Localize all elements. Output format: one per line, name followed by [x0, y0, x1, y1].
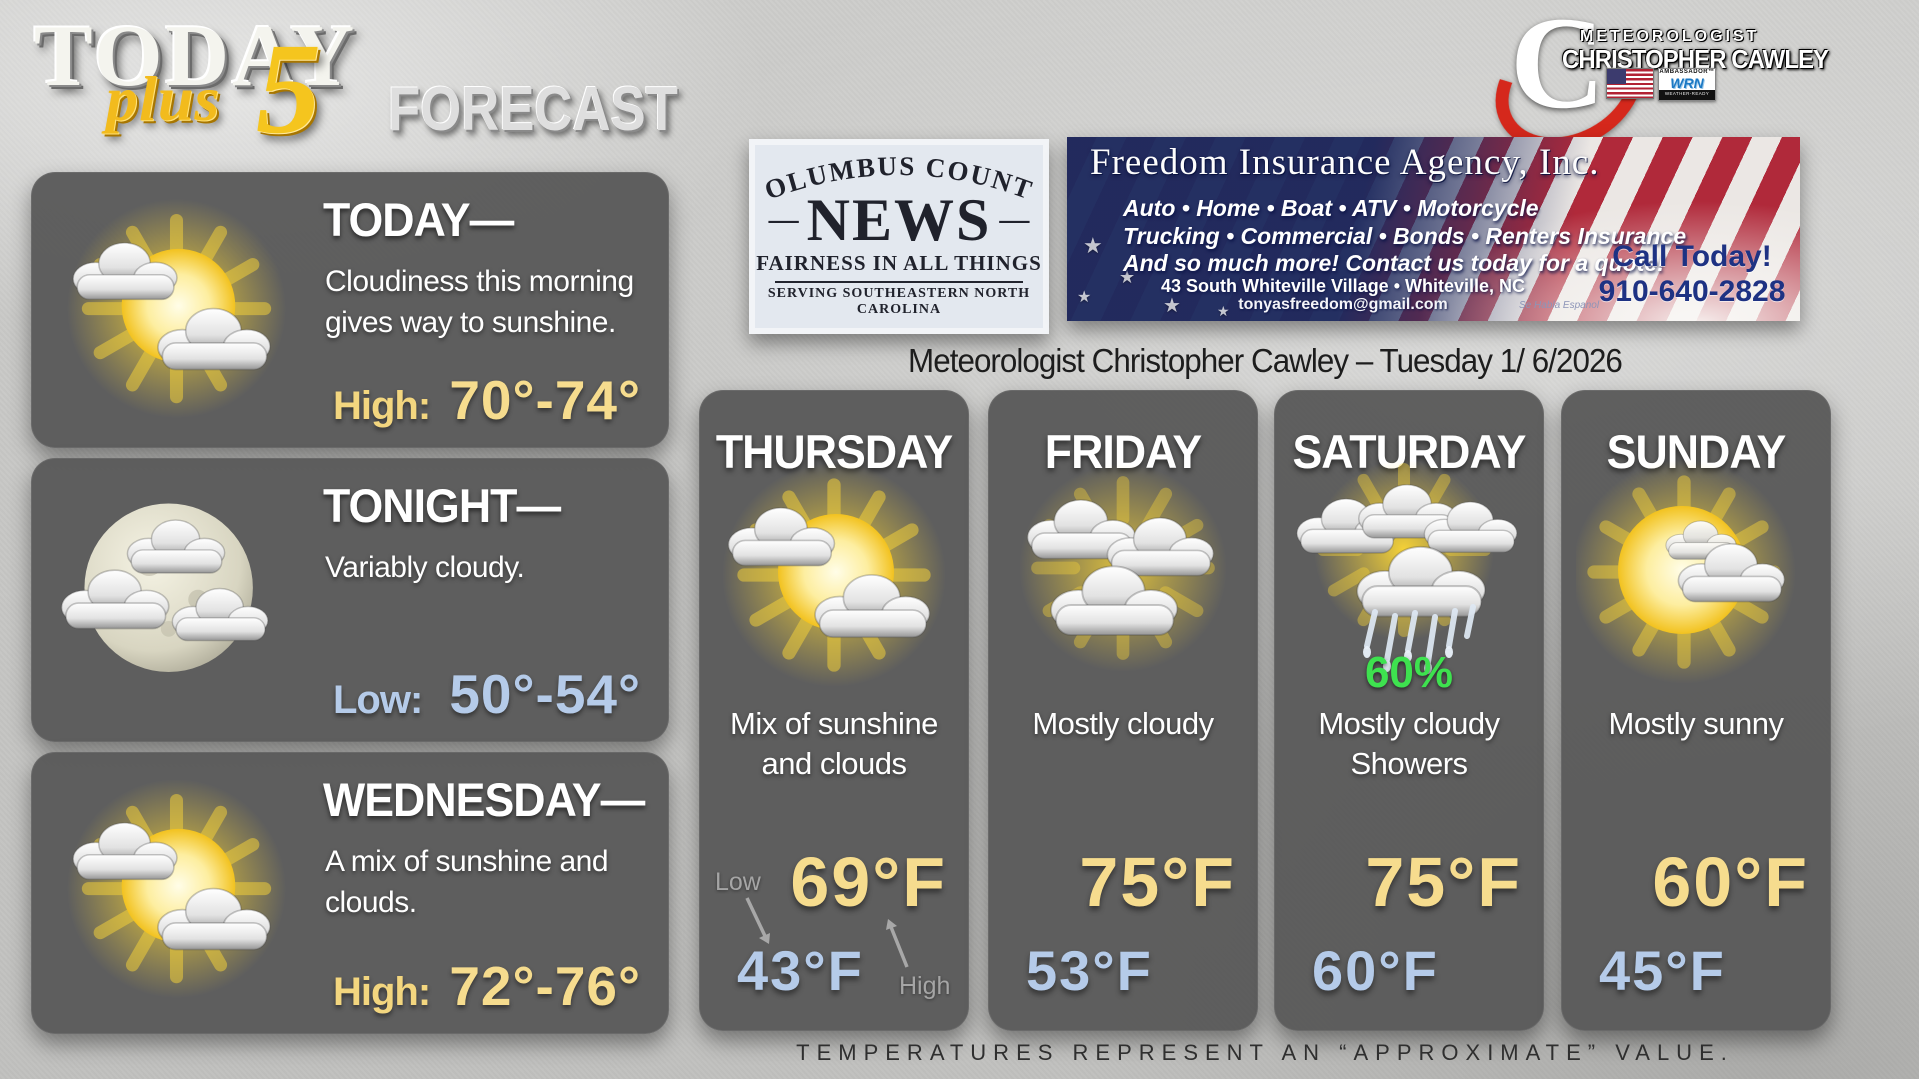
high-temp: 60°F — [1652, 843, 1809, 921]
insurance-line2: Trucking • Commercial • Bonds • Renters … — [1123, 223, 1687, 249]
insurance-email: tonyasfreedom@gmail.com — [1238, 296, 1448, 313]
high-range: 72°-76° — [449, 955, 641, 1017]
wrn-top-label: AMBASSADOR™ — [1659, 69, 1715, 75]
logo-word-today: TODAY — [34, 8, 358, 105]
saturday-column: SATURDAY 60% Mostly cloudy Showers 75°F … — [1274, 390, 1544, 1031]
panel-title: TODAY— — [323, 193, 514, 246]
byline: Meteorologist Christopher Cawley – Tuesd… — [908, 342, 1623, 379]
call-cta: Call Today! — [1612, 240, 1772, 273]
insurance-title: Freedom Insurance Agency, Inc. — [1090, 142, 1600, 183]
columbus-county-news-ad: COLUMBUS COUNTY — NEWS — FAIRNESS IN ALL… — [749, 139, 1049, 334]
clouds-with-sun-glow-icon — [1003, 460, 1243, 700]
news-arch-text: COLUMBUS COUNTY — [761, 147, 1035, 205]
low-annotation-label: Low — [715, 868, 761, 896]
low-label: Low: — [333, 678, 423, 722]
day-condition: Mostly cloudy — [1032, 706, 1214, 741]
day-condition: Mostly sunny — [1608, 706, 1784, 741]
logo-word-plus: plus — [106, 63, 221, 134]
se-habla-espanol: Se Habla Espanol — [1519, 300, 1600, 311]
sun-behind-clouds-icon — [714, 460, 954, 700]
wrn-main-label: WRN — [1670, 75, 1704, 91]
low-temp: 43°F — [737, 939, 864, 1002]
high-temp: 75°F — [1079, 843, 1236, 921]
news-tagline: FAIRNESS IN ALL THINGS — [756, 251, 1042, 275]
low-temp: 53°F — [1026, 939, 1153, 1002]
logo-word-forecast: FORECAST — [388, 75, 678, 144]
panel-description: Variably cloudy. — [325, 551, 525, 584]
news-title-row: — NEWS — — [755, 187, 1043, 253]
high-range: 70°-74° — [449, 369, 641, 431]
temp-row: High: 72°-76° — [333, 954, 641, 1018]
logo-word-five: 5 — [256, 17, 321, 161]
wednesday-panel: WEDNESDAY— A mix of sunshine and clouds.… — [31, 752, 669, 1034]
sunday-column: SUNDAY Mostly sunny 60°F 45°F — [1561, 390, 1831, 1031]
tonight-panel: TONIGHT— Variably cloudy. Low: 50°-54° — [31, 458, 669, 742]
thursday-column: THURSDAY Mix of sunshine and clouds 69°F… — [699, 390, 969, 1031]
meteorologist-badge: C METEOROLOGIST CHRISTOPHER CAWLEY AMBAS… — [1473, 0, 1919, 176]
right-dash: — — [999, 203, 1030, 236]
wrn-ambassador-badge: AMBASSADOR™ WRN WEATHER-READY NATION — [1658, 68, 1716, 101]
phone-number: 910-640-2828 — [1598, 275, 1786, 308]
high-label: High: — [333, 384, 431, 428]
high-label: High: — [333, 970, 431, 1014]
star-icon: ★ — [1083, 233, 1103, 258]
panel-description: A mix of sunshine and clouds. — [325, 845, 609, 919]
insurance-address: 43 South Whiteville Village • Whiteville… — [1160, 276, 1526, 296]
low-temp: 60°F — [1312, 939, 1439, 1002]
precip-chance: 60% — [1364, 648, 1454, 697]
sun-with-small-cloud-icon — [1576, 460, 1816, 700]
us-flag-icon — [1606, 68, 1654, 99]
meteorologist-title: METEOROLOGIST — [1580, 28, 1760, 45]
low-temp: 45°F — [1599, 939, 1726, 1002]
insurance-line3: And so much more! Contact us today for a… — [1123, 250, 1665, 276]
call-today-block: Call Today! 910-640-2828 — [1567, 239, 1800, 309]
panel-title: WEDNESDAY— — [323, 773, 645, 826]
day-condition: Mix of sunshine and clouds — [730, 706, 938, 782]
day-condition: Mostly cloudy Showers — [1282, 704, 1536, 785]
high-annotation-label: High — [899, 972, 951, 1000]
star-icon: ★ — [1077, 289, 1092, 306]
star-icon: ★ — [1163, 295, 1181, 317]
star-icon: ★ — [1119, 267, 1136, 287]
high-temp: 75°F — [1365, 843, 1522, 921]
sun-behind-clouds-icon — [59, 196, 294, 431]
high-temp: 69°F — [790, 843, 947, 921]
divider — [775, 281, 1023, 283]
low-range: 50°-54° — [449, 663, 641, 725]
condition-line1: Mostly cloudy — [1318, 706, 1500, 741]
friday-column: FRIDAY Mostly cloudy 75°F 53°F — [988, 390, 1258, 1031]
insurance-line1: Auto • Home • Boat • ATV • Motorcycle — [1123, 195, 1539, 221]
freedom-insurance-ad: ★ ★ ★ ★ ★ Freedom Insurance Agency, Inc.… — [1067, 137, 1800, 321]
news-title: NEWS — [806, 187, 992, 253]
monogram-c-icon: C — [1510, 0, 1606, 136]
low-arrow-icon — [745, 897, 770, 944]
panel-description: Cloudiness this morning gives way to sun… — [325, 265, 634, 339]
disclaimer: TEMPERATURES REPRESENT AN “APPROXIMATE” … — [796, 1040, 1734, 1065]
star-icon: ★ — [1217, 303, 1230, 319]
left-dash: — — [768, 203, 799, 236]
high-arrow-icon — [886, 919, 909, 968]
condition-line2: Showers — [1350, 746, 1468, 782]
wrn-bottom-label: WEATHER-READY NATION — [1659, 90, 1715, 100]
today-panel: TODAY— Cloudiness this morning gives way… — [31, 172, 669, 448]
panel-title: TONIGHT— — [323, 479, 561, 532]
temp-row: High: 70°-74° — [333, 368, 641, 432]
sun-behind-clouds-icon — [59, 776, 294, 1011]
news-footer: SERVING SOUTHEASTERN NORTH CAROLINA — [767, 286, 1031, 317]
moon-with-clouds-icon — [59, 482, 294, 717]
temp-row: Low: 50°-54° — [333, 662, 641, 726]
